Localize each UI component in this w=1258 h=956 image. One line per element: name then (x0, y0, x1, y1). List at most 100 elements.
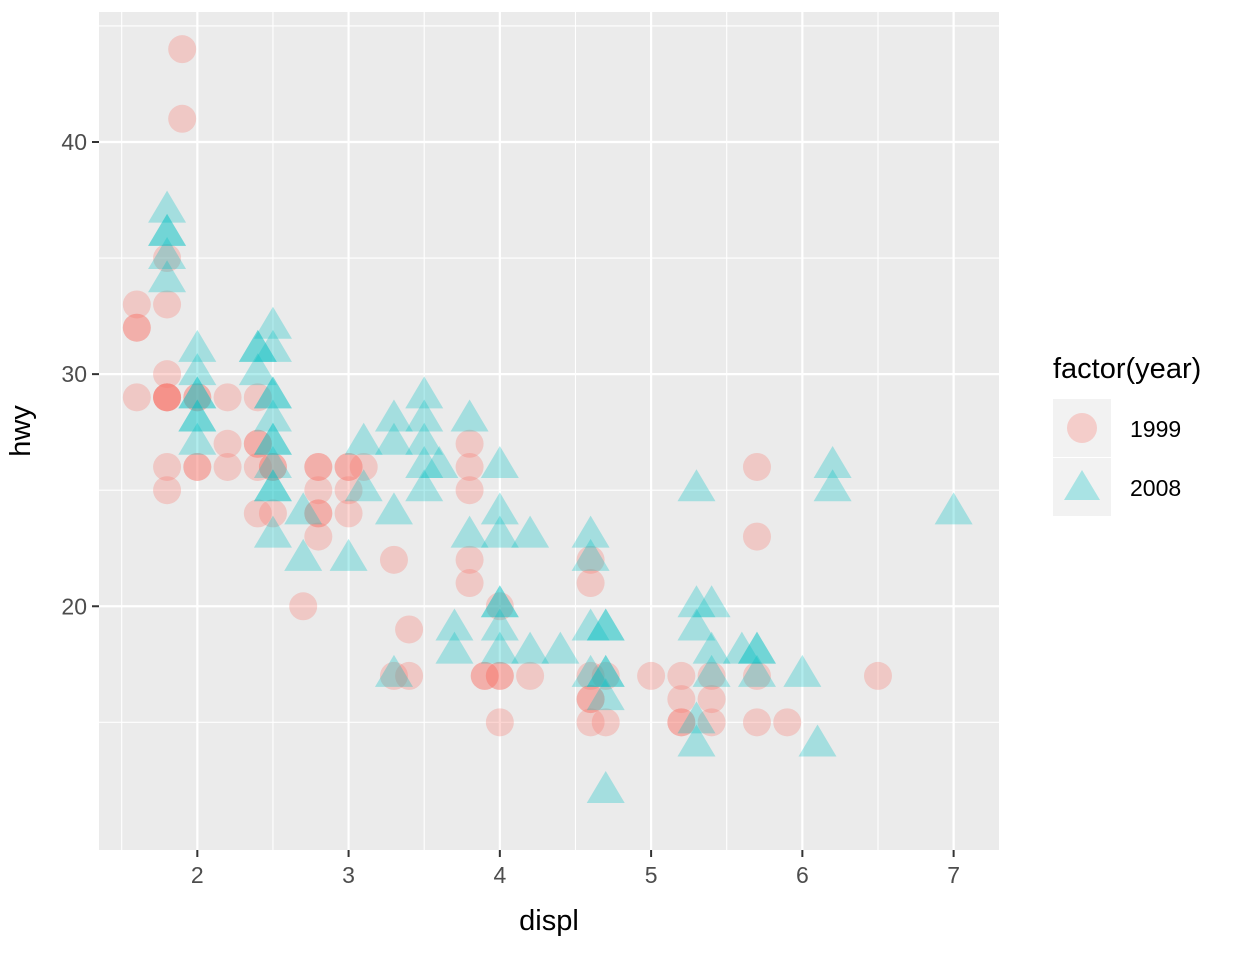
data-point-2008 (813, 445, 852, 478)
data-point-2008 (253, 399, 292, 432)
data-point-2008 (571, 654, 610, 687)
data-point-1999 (455, 429, 484, 458)
data-point-2008 (284, 492, 323, 525)
data-point-2008 (677, 585, 716, 618)
data-point-2008 (253, 445, 292, 478)
data-point-1999 (304, 452, 333, 481)
data-point-1999 (213, 452, 242, 481)
data-point-2008 (148, 260, 187, 293)
data-point-1999 (243, 429, 272, 458)
data-point-1999 (213, 429, 242, 458)
data-points (122, 35, 973, 803)
data-point-2008 (586, 608, 625, 641)
data-point-1999 (470, 661, 499, 690)
legend-circle-marker (1067, 413, 1097, 443)
data-point-1999 (379, 661, 408, 690)
data-point-2008 (737, 654, 776, 687)
data-point-2008 (571, 538, 610, 571)
data-point-1999 (258, 499, 287, 528)
legend-title: factor(year) (1053, 353, 1201, 385)
data-point-2008 (253, 469, 292, 502)
plot-panel (99, 12, 999, 850)
data-point-2008 (480, 608, 519, 641)
data-point-2008 (722, 631, 761, 664)
data-point-1999 (697, 661, 726, 690)
y-tick-label: 20 (61, 593, 87, 619)
data-point-2008 (344, 422, 383, 455)
data-point-2008 (178, 329, 217, 362)
data-point-2008 (148, 190, 187, 223)
data-point-1999 (591, 661, 620, 690)
data-point-1999 (395, 661, 424, 690)
data-point-1999 (455, 569, 484, 598)
data-point-2008 (480, 492, 519, 525)
data-point-1999 (122, 313, 151, 342)
data-point-1999 (576, 661, 605, 690)
data-point-1999 (243, 429, 272, 458)
data-point-2008 (798, 724, 837, 757)
legend-label-1999: 1999 (1130, 416, 1181, 442)
data-point-1999 (697, 685, 726, 714)
data-point-2008 (677, 724, 716, 757)
data-point-2008 (178, 353, 217, 386)
data-point-2008 (586, 770, 625, 803)
data-point-1999 (122, 383, 151, 412)
data-point-2008 (178, 399, 217, 432)
data-point-1999 (697, 708, 726, 737)
data-point-2008 (692, 654, 731, 687)
data-point-1999 (334, 476, 363, 505)
x-tick-label: 7 (947, 862, 960, 888)
data-point-2008 (511, 631, 550, 664)
data-point-1999 (258, 452, 287, 481)
data-point-1999 (379, 545, 408, 574)
data-point-1999 (153, 383, 182, 412)
data-point-1999 (576, 569, 605, 598)
data-point-2008 (480, 631, 519, 664)
data-point-1999 (183, 452, 212, 481)
data-point-2008 (344, 469, 383, 502)
data-point-2008 (586, 678, 625, 711)
data-point-2008 (253, 469, 292, 502)
data-point-2008 (329, 538, 368, 571)
grid-major (99, 12, 999, 850)
data-point-1999 (304, 522, 333, 551)
y-tick-label: 30 (61, 361, 87, 387)
data-point-2008 (541, 631, 580, 664)
x-tick-label: 2 (191, 862, 204, 888)
data-point-1999 (153, 383, 182, 412)
data-point-1999 (742, 522, 771, 551)
data-point-1999 (334, 452, 363, 481)
data-point-1999 (455, 476, 484, 505)
data-point-2008 (677, 469, 716, 502)
data-point-2008 (450, 399, 489, 432)
data-point-2008 (480, 585, 519, 618)
data-point-2008 (253, 422, 292, 455)
data-point-2008 (374, 422, 413, 455)
data-point-2008 (586, 654, 625, 687)
data-point-2008 (253, 376, 292, 409)
data-point-2008 (178, 376, 217, 409)
data-point-1999 (667, 708, 696, 737)
data-point-2008 (586, 654, 625, 687)
data-point-2008 (238, 329, 277, 362)
x-tick-label: 4 (493, 862, 506, 888)
data-point-1999 (742, 661, 771, 690)
data-point-2008 (178, 399, 217, 432)
data-point-2008 (480, 515, 519, 548)
data-point-1999 (395, 615, 424, 644)
data-point-1999 (516, 661, 545, 690)
data-point-1999 (576, 685, 605, 714)
y-tick-label: 40 (61, 129, 87, 155)
data-point-1999 (153, 290, 182, 319)
data-point-2008 (435, 631, 474, 664)
data-point-1999 (243, 499, 272, 528)
data-point-2008 (253, 422, 292, 455)
data-point-1999 (576, 685, 605, 714)
data-point-2008 (284, 538, 323, 571)
data-point-2008 (253, 376, 292, 409)
data-point-2008 (148, 213, 187, 246)
data-point-2008 (934, 492, 973, 525)
data-point-1999 (591, 708, 620, 737)
data-point-1999 (304, 476, 333, 505)
data-point-1999 (122, 290, 151, 319)
